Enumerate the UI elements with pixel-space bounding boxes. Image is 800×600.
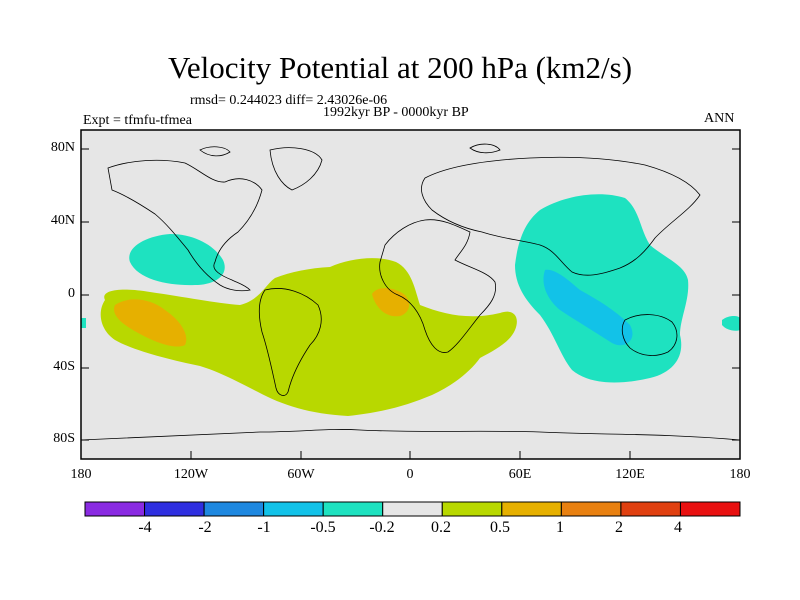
x-tick-label: 120E xyxy=(615,467,645,482)
coastline-north-america xyxy=(107,159,263,292)
coastline-australia xyxy=(621,314,678,356)
colorbar-label: -2 xyxy=(198,519,212,536)
y-tick-label: 40S xyxy=(53,359,75,374)
colorbar-box xyxy=(560,501,622,517)
positive-core-atlantic xyxy=(372,288,410,317)
coastlines xyxy=(80,143,741,441)
colorbar-label: 0.5 xyxy=(490,519,510,536)
x-tick-label: 180 xyxy=(729,467,751,482)
coastline-arctic-islands xyxy=(199,143,501,157)
colorbar xyxy=(84,501,741,517)
negative-anomaly-asia-pacific xyxy=(515,194,689,383)
colorbar-label: -4 xyxy=(138,519,152,536)
colorbar-box xyxy=(441,501,503,517)
x-tick-label: 180 xyxy=(70,467,92,482)
colorbar-box xyxy=(322,501,384,517)
negative-anomaly-north-pacific xyxy=(129,234,225,286)
positive-anomaly-region xyxy=(100,258,517,416)
coastline-europe-africa xyxy=(379,219,497,353)
colorbar-box xyxy=(84,501,146,517)
y-tick-label: 80S xyxy=(53,431,75,446)
colorbar-box xyxy=(203,501,265,517)
negative-core-indonesia xyxy=(543,269,633,346)
colorbar-box xyxy=(263,501,324,517)
x-tick-label: 60E xyxy=(508,467,532,482)
x-tick-label: 60W xyxy=(287,467,315,482)
negative-patch-east-edge xyxy=(722,315,740,331)
colorbar-label: 2 xyxy=(615,519,623,536)
coastline-antarctica xyxy=(80,429,741,441)
colorbar-box xyxy=(679,501,741,517)
stats-line: rmsd= 0.244023 diff= 2.43026e-06 xyxy=(190,93,388,108)
colorbar-label: -0.5 xyxy=(310,519,336,536)
period-line: 1992kyr BP - 0000kyr BP xyxy=(323,105,469,120)
colorbar-label: 4 xyxy=(674,519,682,536)
colorbar-label: -0.2 xyxy=(369,519,395,536)
colorbar-label: 1 xyxy=(556,519,564,536)
colorbar-label: -1 xyxy=(257,519,271,536)
y-tick-label: 0 xyxy=(68,286,75,301)
coastline-eurasia xyxy=(421,156,701,276)
coastline-greenland xyxy=(269,147,323,191)
colorbar-box xyxy=(144,501,205,517)
colorbar-box xyxy=(620,501,681,517)
positive-core-pacific xyxy=(114,299,187,347)
x-tick-label: 120W xyxy=(173,467,209,482)
colorbar-box xyxy=(501,501,562,517)
experiment-label: Expt = tfmfu-tfmea xyxy=(83,113,192,128)
map-title: Velocity Potential at 200 hPa (km2/s) xyxy=(167,50,633,85)
y-ticks xyxy=(81,148,740,441)
x-tick-label: 0 xyxy=(406,467,414,482)
y-tick-label: 80N xyxy=(50,140,75,155)
negative-patch-west-edge xyxy=(81,318,86,328)
coastline-south-america xyxy=(258,288,322,396)
colorbar-label: 0.2 xyxy=(431,519,451,536)
y-tick-label: 40N xyxy=(50,213,75,228)
season-label: ANN xyxy=(704,111,735,126)
x-ticks xyxy=(80,451,741,459)
colorbar-box xyxy=(382,501,443,517)
